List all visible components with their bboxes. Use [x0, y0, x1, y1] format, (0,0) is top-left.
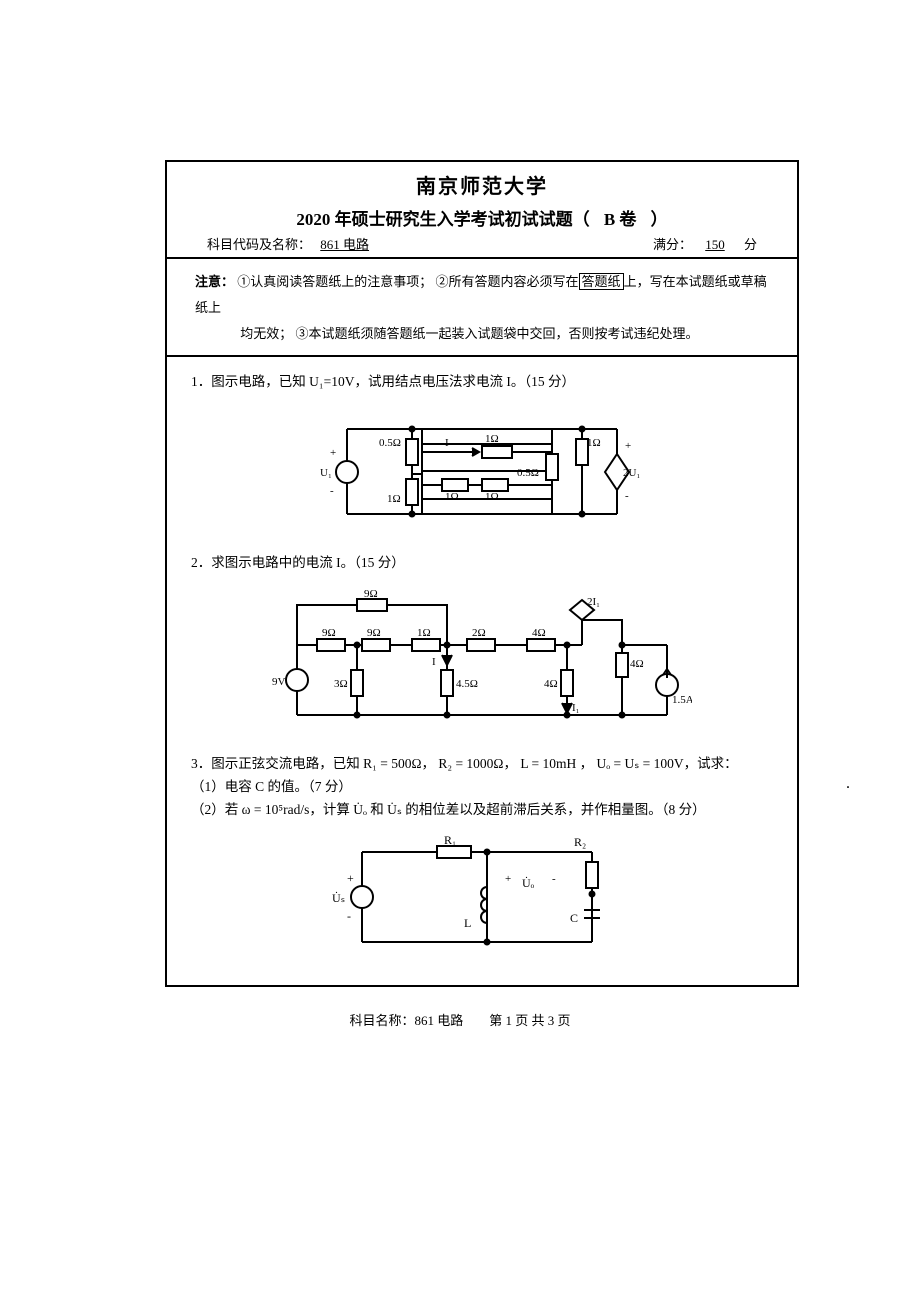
- q3-C: C: [570, 911, 578, 925]
- exam-title: 2020 年硕士研究生入学考试初试试题（ B 卷 ）: [167, 205, 797, 230]
- q1-dminus: -: [625, 490, 629, 502]
- notice-1: ①认真阅读答题纸上的注意事项；: [237, 274, 432, 289]
- q1-plus: +: [330, 447, 336, 459]
- exam-line-prefix: 2020 年硕士研究生入学考试初试试题（: [296, 210, 589, 229]
- q1-r05v: 0.5Ω: [517, 467, 539, 479]
- q2-9top: 9Ω: [364, 588, 378, 600]
- q2-re: 4Ω: [532, 627, 546, 639]
- q2-rd: 2Ω: [472, 627, 486, 639]
- subject-block: 科目代码及名称： 861 电路: [207, 234, 375, 253]
- question-3: 3．图示正弦交流电路，已知 R₁ = 500Ω， R₂ = 1000Ω， L =…: [191, 753, 773, 822]
- q1-text: 1．图示电路，已知 U₁=10V，试用结点电压法求电流 I。（15 分）: [191, 374, 575, 389]
- q2-I1: I₁: [572, 702, 580, 714]
- q2-rc: 1Ω: [417, 627, 431, 639]
- answer-sheet-box: 答题纸: [579, 273, 624, 290]
- q1-r1r: 1Ω: [587, 437, 601, 449]
- notice-line2a: 均无效；: [240, 326, 292, 341]
- q1-r05: 0.5Ω: [379, 437, 401, 449]
- exam-page: 南京师范大学 2020 年硕士研究生入学考试初试试题（ B 卷 ） 科目代码及名…: [0, 0, 920, 1302]
- q3-R1: R₁: [444, 833, 456, 847]
- q2-text: 2．求图示电路中的电流 I。（15 分）: [191, 555, 405, 570]
- q2-dep: 2I₁: [587, 596, 600, 608]
- q2-r4v: 4Ω: [544, 678, 558, 690]
- score-value: 150: [695, 237, 735, 252]
- score-unit: 分: [744, 237, 757, 252]
- q2-is: 1.5A: [672, 694, 692, 706]
- q3-sub2: （2）若 ω = 10⁵rad/s，计算 U̇ₒ 和 U̇ₛ 的相位差以及超前滞…: [191, 802, 706, 817]
- page-footer: 科目名称：861 电路 第 1 页 共 3 页: [0, 1010, 920, 1029]
- q1-r1bb: 1Ω: [485, 491, 499, 503]
- question-2: 2．求图示电路中的电流 I。（15 分）: [191, 552, 773, 575]
- notice-prefix: 注意：: [195, 274, 234, 289]
- content-frame: 南京师范大学 2020 年硕士研究生入学考试初试试题（ B 卷 ） 科目代码及名…: [165, 160, 799, 987]
- q2-rb: 9Ω: [367, 627, 381, 639]
- q2-r45: 4.5Ω: [456, 678, 478, 690]
- notice-2a: ②所有答题内容必须写在: [436, 274, 579, 289]
- header: 南京师范大学 2020 年硕士研究生入学考试初试试题（ B 卷 ）: [167, 162, 797, 234]
- notice: 注意： ①认真阅读答题纸上的注意事项； ②所有答题内容必须写在答题纸上，写在本试…: [167, 259, 797, 357]
- q1-minus: -: [330, 485, 334, 497]
- q1-r1ba: 1Ω: [445, 491, 459, 503]
- q2-I: I: [432, 656, 436, 668]
- score-label: 满分：: [653, 237, 692, 252]
- q3-minus: -: [347, 909, 351, 923]
- footer-text: 科目名称：861 电路 第 1 页 共 3 页: [349, 1013, 570, 1028]
- q1-dep: 2U₁: [623, 467, 640, 479]
- q2-9v: 9V: [272, 676, 286, 688]
- q3-L: L: [464, 916, 471, 930]
- q3-Us: U̇ₛ: [332, 890, 345, 904]
- paper-label: B 卷: [604, 210, 637, 229]
- q1-r1bl: 1Ω: [387, 493, 401, 505]
- q3-Uo: U̇ₒ: [522, 875, 535, 889]
- q2-circuit: 9V 9Ω 9Ω 9Ω 1Ω 2Ω 4Ω 3Ω 4.5Ω 4Ω 4Ω 1.5A …: [272, 585, 692, 735]
- q3-line1: 3．图示正弦交流电路，已知 R₁ = 500Ω， R₂ = 1000Ω， L =…: [191, 756, 738, 771]
- q2-r3: 3Ω: [334, 678, 348, 690]
- q2-r4r: 4Ω: [630, 658, 644, 670]
- q1-U1: U₁: [320, 467, 332, 479]
- q3-R2: R₂: [574, 835, 586, 849]
- stray-dot: .: [846, 775, 850, 793]
- subject-label: 科目代码及名称：: [207, 237, 311, 252]
- svg-text:+: +: [505, 873, 511, 885]
- question-1: 1．图示电路，已知 U₁=10V，试用结点电压法求电流 I。（15 分）: [191, 371, 773, 394]
- q3-sub1: （1）电容 C 的值。（7 分）: [191, 779, 352, 794]
- q1-Ilbl: I: [445, 437, 449, 449]
- problems: 1．图示电路，已知 U₁=10V，试用结点电压法求电流 I。（15 分）: [167, 357, 797, 985]
- meta-row: 科目代码及名称： 861 电路 满分： 150 分: [167, 234, 797, 259]
- university-name: 南京师范大学: [167, 170, 797, 199]
- score-block: 满分： 150 分: [653, 234, 757, 253]
- q1-dplus: +: [625, 440, 631, 452]
- q2-ra: 9Ω: [322, 627, 336, 639]
- exam-line-suffix: ）: [651, 210, 668, 229]
- q1-r1t: 1Ω: [485, 433, 499, 445]
- q3-plus: +: [347, 871, 354, 885]
- q1-circuit: + - U₁ 0.5Ω 1Ω I 1Ω 1Ω 1Ω 0.5Ω 1Ω + - 2U…: [317, 404, 647, 534]
- subject-value: 861 电路: [314, 237, 375, 252]
- notice-3: ③本试题纸须随答题纸一起装入试题袋中交回，否则按考试违纪处理。: [296, 326, 699, 341]
- q3-circuit: + - + - U̇ₛ R₁ R₂ L C U̇ₒ: [332, 832, 632, 957]
- svg-text:-: -: [552, 873, 556, 885]
